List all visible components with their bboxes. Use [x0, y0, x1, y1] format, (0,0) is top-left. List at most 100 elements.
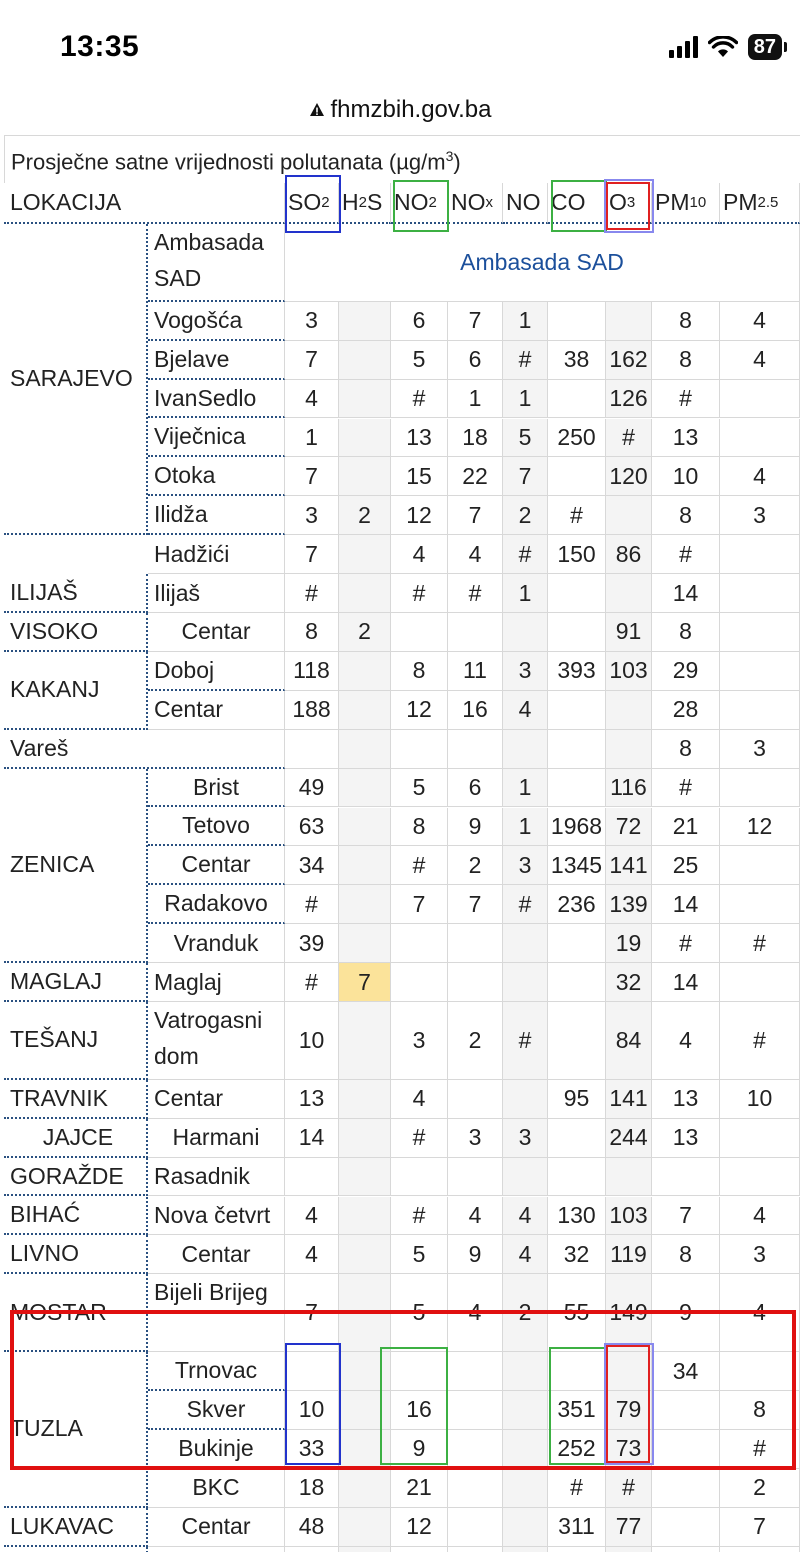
value: 8 [679, 618, 692, 645]
value-cell: 3 [720, 496, 800, 536]
column-header-sub: 10 [689, 194, 707, 211]
value-cell: 139 [606, 885, 652, 925]
station-name: Vogošća [154, 306, 243, 333]
value: 3 [518, 1124, 532, 1151]
value-cell: 4 [720, 1274, 800, 1353]
value-cell: # [652, 924, 720, 964]
warning-icon [309, 103, 324, 116]
city-cell: MOSTAR [4, 1274, 148, 1353]
value: 15 [406, 462, 432, 489]
value: 1 [518, 307, 532, 334]
station-name: Brist [193, 773, 239, 800]
value-cell: 8 [285, 613, 339, 652]
value-cell [339, 1429, 391, 1469]
column-header-base: NO [506, 189, 541, 215]
city-name: JAJCE [42, 1123, 114, 1150]
station-name: Centar [181, 1240, 251, 1267]
value-cell: 1968 [548, 807, 606, 847]
value: 2 [358, 501, 371, 528]
value-cell: 6 [448, 340, 503, 380]
value-cell: 8 [652, 340, 720, 380]
station-name: Ambasada SAD [154, 229, 264, 291]
value: 3 [753, 735, 766, 762]
value-cell [606, 574, 652, 613]
value: 1 [518, 579, 532, 606]
value-cell [720, 1118, 800, 1158]
value-cell [606, 729, 652, 769]
value: 4 [468, 1299, 482, 1326]
value: 34 [672, 1357, 699, 1384]
column-header-3: NO x [448, 183, 503, 224]
value-cell: 6 [448, 768, 503, 808]
value-cell: 5 [391, 1274, 448, 1353]
value: 4 [753, 307, 766, 334]
column-header-base: PM [723, 189, 758, 215]
value-cell: 7 [503, 457, 548, 497]
value-cell: 1 [503, 301, 548, 341]
value: 3 [518, 657, 532, 684]
value-cell: 4 [720, 457, 800, 497]
wifi-icon [707, 36, 738, 57]
value-cell [339, 1079, 391, 1119]
station-cell: Otoka [148, 457, 285, 497]
value: 34 [298, 851, 325, 878]
value: 4 [753, 1201, 766, 1228]
value-cell: 9 [448, 807, 503, 847]
address-bar[interactable]: fhmzbih.gov.ba [0, 92, 800, 128]
value: 1345 [550, 851, 603, 878]
value-cell [548, 1157, 606, 1197]
value-cell: 12 [720, 807, 800, 847]
value-cell [720, 885, 800, 925]
value-cell [503, 963, 548, 1002]
value-cell [339, 846, 391, 886]
value-cell: 9 [448, 1235, 503, 1275]
value-cell [652, 1507, 720, 1547]
station-name: Trnovac [174, 1357, 258, 1384]
value-cell: 7 [285, 457, 339, 497]
value: 8 [753, 1396, 766, 1423]
value: 1 [305, 423, 318, 450]
value-cell: 14 [652, 574, 720, 613]
value-cell: 4 [391, 535, 448, 575]
value-cell [448, 1429, 503, 1469]
column-header-4: NO [503, 183, 548, 224]
value: 103 [609, 1201, 648, 1228]
value-cell: 21 [391, 1468, 448, 1508]
value-cell [548, 963, 606, 1002]
city-cell: TUZLA [4, 1352, 148, 1508]
value-cell: 10 [285, 1002, 339, 1080]
column-header-base: SO [288, 189, 322, 215]
value: 21 [406, 1474, 432, 1501]
value-cell: # [503, 1002, 548, 1080]
station-name: Maglaj [154, 968, 222, 995]
battery-indicator: 87 [747, 34, 788, 60]
value-cell: 13 [391, 418, 448, 458]
value-cell: 4 [720, 1196, 800, 1236]
value-cell [339, 651, 391, 691]
value-cell [606, 1157, 652, 1197]
value-cell [448, 1391, 503, 1430]
value-cell [503, 1391, 548, 1430]
value: 10 [746, 1085, 773, 1112]
value: 11 [463, 657, 487, 684]
value-cell [503, 1157, 548, 1197]
value-cell [720, 535, 800, 575]
value: 86 [615, 540, 642, 567]
value: 8 [412, 812, 426, 839]
value-cell: 77 [606, 1507, 652, 1547]
value-cell: 38 [548, 340, 606, 380]
value: 2 [358, 618, 371, 645]
station-name: Centar [154, 696, 224, 723]
value-cell: 4 [503, 690, 548, 730]
city-name: BIHAĆ [10, 1201, 81, 1228]
value-cell [548, 1002, 606, 1080]
station-name: Centar [181, 618, 251, 645]
value: 6 [468, 346, 482, 373]
column-header-tail: S [366, 189, 383, 215]
value: # [305, 968, 318, 995]
value-cell: 3 [720, 729, 800, 769]
value: 162 [609, 346, 648, 373]
value: 8 [305, 618, 318, 645]
value: 4 [412, 540, 426, 567]
